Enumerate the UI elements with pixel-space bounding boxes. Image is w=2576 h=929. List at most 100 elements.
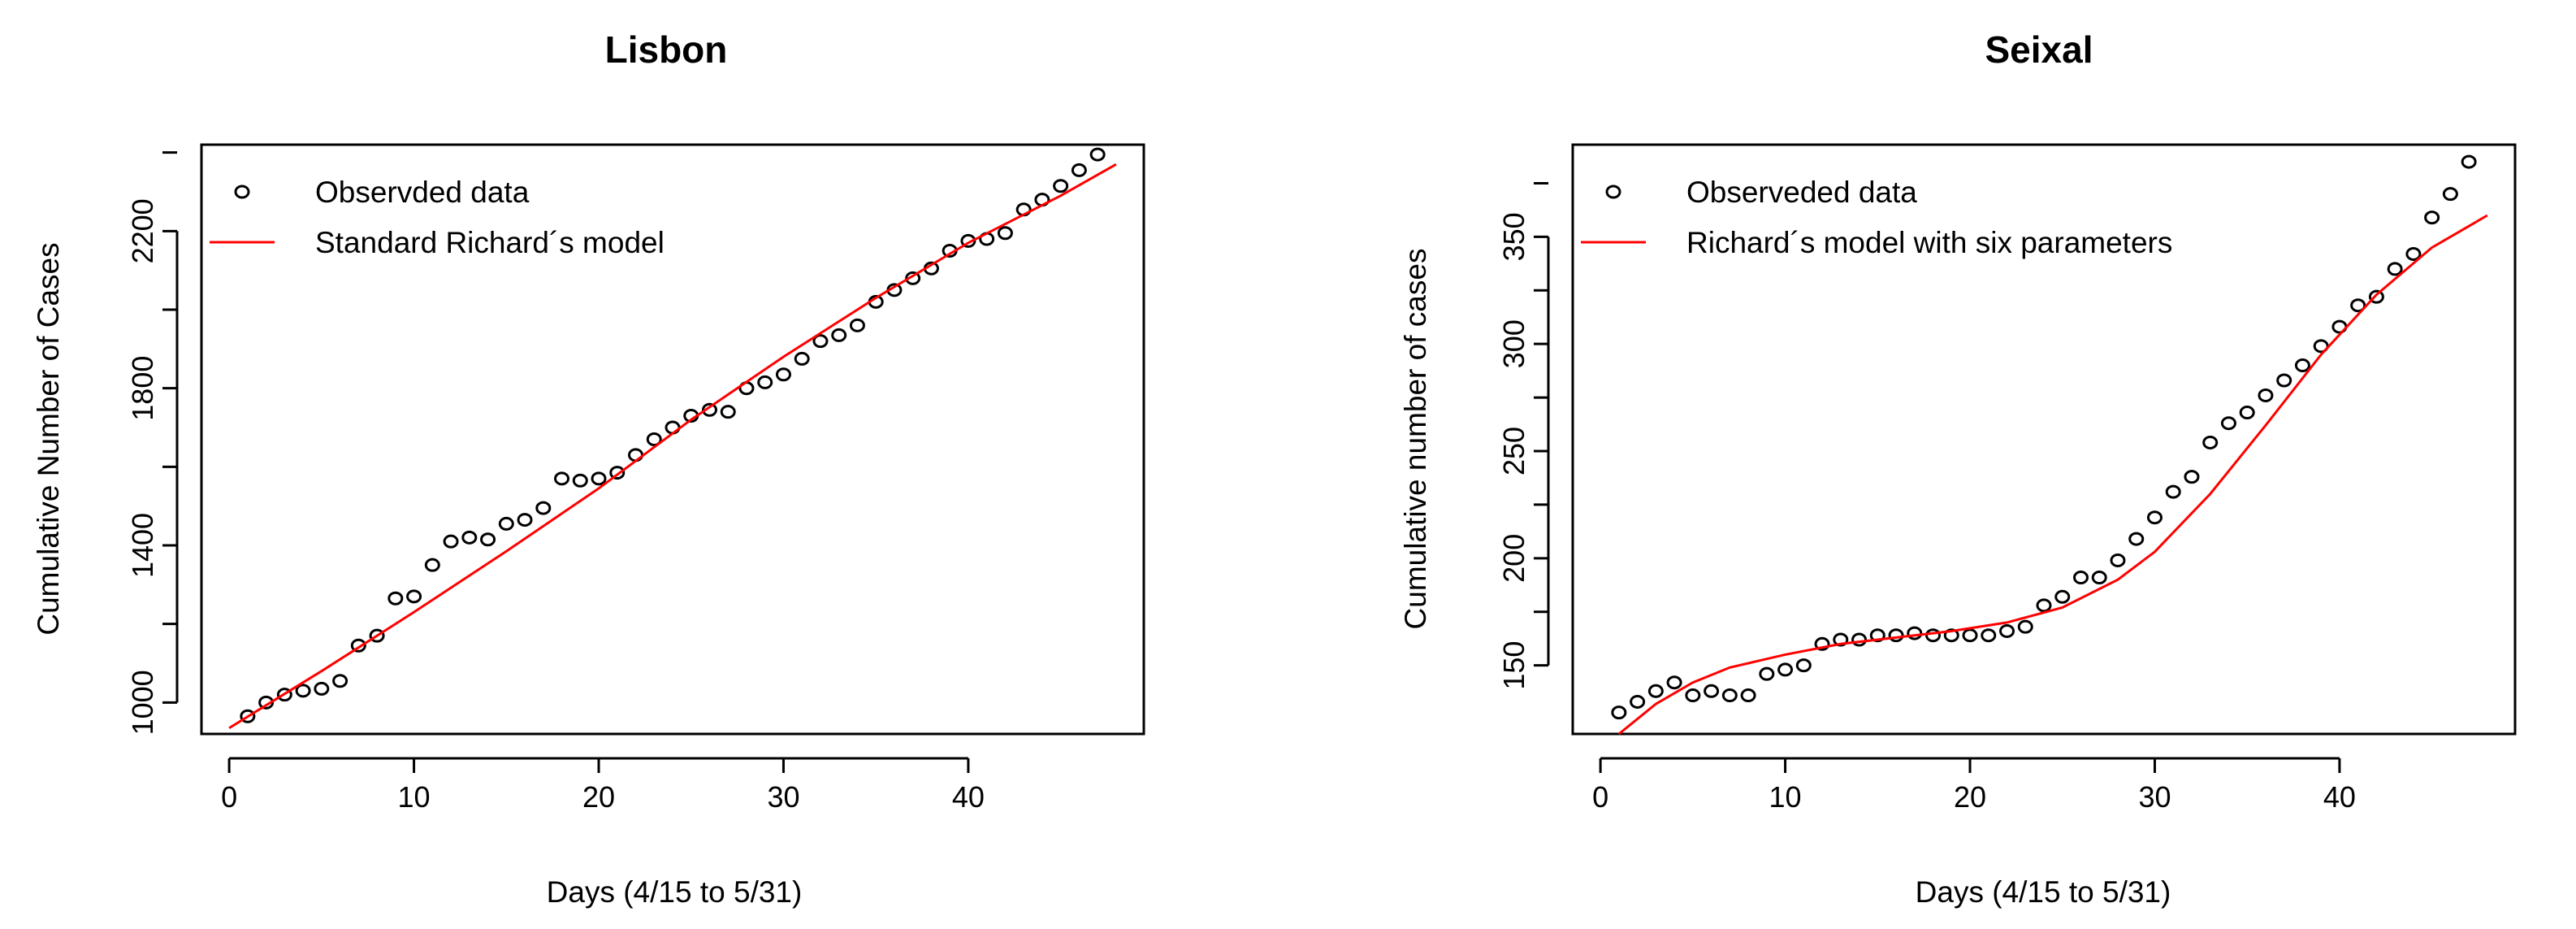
data-point bbox=[1685, 688, 1701, 703]
model-line bbox=[1617, 214, 2488, 736]
data-point bbox=[1089, 147, 1106, 162]
data-point bbox=[2054, 589, 2071, 604]
data-point bbox=[609, 466, 626, 480]
plot-frame bbox=[200, 143, 1145, 736]
data-point bbox=[1666, 675, 1682, 690]
data-point bbox=[572, 473, 588, 488]
data-point bbox=[2405, 246, 2422, 261]
data-point bbox=[1704, 684, 1720, 698]
data-point bbox=[646, 432, 662, 446]
data-point bbox=[1071, 163, 1087, 177]
data-point bbox=[2146, 510, 2163, 525]
data-point bbox=[849, 318, 865, 332]
legend-label: Observeded data bbox=[1686, 176, 1917, 209]
y-tick-label: 300 bbox=[1497, 319, 1530, 368]
data-point bbox=[1833, 632, 1849, 647]
data-point bbox=[1630, 694, 1646, 709]
data-point bbox=[2387, 262, 2403, 276]
legend-label: Standard Richard´s model bbox=[315, 226, 665, 259]
data-point bbox=[1851, 632, 1868, 647]
data-point bbox=[2128, 532, 2145, 546]
data-point bbox=[369, 628, 385, 643]
data-point bbox=[2424, 211, 2440, 225]
data-point bbox=[1999, 623, 2015, 638]
plot-frame bbox=[1571, 143, 2517, 736]
y-tick-label: 2200 bbox=[126, 198, 159, 263]
data-point bbox=[1777, 662, 1794, 677]
data-point bbox=[591, 471, 607, 486]
y-tick-label: 150 bbox=[1497, 641, 1530, 690]
data-point bbox=[295, 684, 311, 698]
data-point bbox=[1740, 688, 1756, 703]
data-point bbox=[1814, 636, 1830, 651]
x-axis-label: Days (4/15 to 5/31) bbox=[1916, 875, 2171, 909]
data-point bbox=[2368, 289, 2384, 304]
y-axis-label: Cumulative Number of Cases bbox=[32, 242, 65, 635]
data-point bbox=[2350, 298, 2366, 313]
x-tick-label: 10 bbox=[398, 780, 431, 814]
data-point bbox=[350, 638, 366, 653]
data-point bbox=[1888, 628, 1904, 643]
data-point bbox=[2036, 598, 2052, 613]
legend-label: Richard´s model with six parameters bbox=[1686, 226, 2172, 259]
legend-point-swatch bbox=[234, 184, 250, 199]
chart-title: Seixal bbox=[1985, 28, 2093, 71]
data-point bbox=[1981, 628, 1997, 643]
x-tick-label: 0 bbox=[1592, 780, 1608, 814]
chart-title: Lisbon bbox=[605, 28, 728, 71]
x-axis-label: Days (4/15 to 5/31) bbox=[547, 875, 803, 909]
data-point bbox=[498, 516, 514, 531]
data-point bbox=[1869, 628, 1885, 643]
x-tick-label: 20 bbox=[1954, 780, 1986, 814]
data-point bbox=[1962, 628, 1978, 643]
legend: Observded data Standard Richard´s model bbox=[210, 176, 665, 259]
y-tick-label: 250 bbox=[1497, 427, 1530, 475]
chart-lisbon: Lisbon 0 10 20 30 40 1000 1400 1800 2200 Observ… bbox=[32, 28, 1145, 909]
x-tick-label: 40 bbox=[2323, 780, 2356, 814]
data-point bbox=[2202, 435, 2219, 449]
data-point bbox=[332, 674, 349, 688]
data-point bbox=[424, 558, 440, 572]
model-line bbox=[228, 163, 1117, 730]
data-point bbox=[1611, 705, 1627, 720]
y-tick-label: 1400 bbox=[126, 513, 159, 578]
data-point bbox=[240, 709, 256, 723]
y-tick-label: 200 bbox=[1497, 534, 1530, 583]
x-tick-label: 20 bbox=[582, 780, 615, 814]
data-point bbox=[775, 367, 791, 382]
y-tick-label: 1000 bbox=[126, 670, 159, 735]
x-tick-label: 40 bbox=[952, 780, 985, 814]
data-point bbox=[2294, 358, 2310, 373]
data-point bbox=[2258, 388, 2274, 402]
data-point bbox=[757, 375, 773, 389]
data-point bbox=[2184, 470, 2200, 484]
data-point bbox=[2072, 571, 2089, 585]
x-tick-label: 30 bbox=[767, 780, 799, 814]
legend-label: Observded data bbox=[315, 176, 530, 209]
data-point bbox=[1759, 666, 1775, 681]
data-point bbox=[2276, 373, 2292, 388]
legend-point-swatch bbox=[1605, 184, 1621, 199]
data-point bbox=[905, 271, 921, 285]
data-point bbox=[720, 405, 736, 419]
data-point bbox=[554, 471, 570, 486]
data-point bbox=[1647, 684, 1664, 698]
data-point bbox=[2442, 187, 2458, 202]
x-tick-label: 10 bbox=[1769, 780, 1802, 814]
data-point bbox=[2165, 484, 2181, 499]
x-tick-label: 0 bbox=[221, 780, 237, 814]
data-point bbox=[2091, 571, 2107, 585]
data-point bbox=[1053, 179, 1069, 193]
data-point bbox=[276, 688, 292, 702]
data-point bbox=[831, 328, 847, 342]
data-point bbox=[2110, 553, 2126, 567]
x-axis: 0 10 20 30 40 bbox=[221, 757, 985, 814]
data-point bbox=[480, 532, 496, 547]
y-tick-label: 350 bbox=[1497, 212, 1530, 261]
data-point bbox=[1943, 628, 1959, 643]
plot-marks bbox=[1611, 154, 2488, 736]
x-tick-label: 30 bbox=[2138, 780, 2171, 814]
data-point bbox=[406, 589, 422, 604]
data-point bbox=[443, 534, 459, 549]
data-point bbox=[314, 681, 330, 696]
